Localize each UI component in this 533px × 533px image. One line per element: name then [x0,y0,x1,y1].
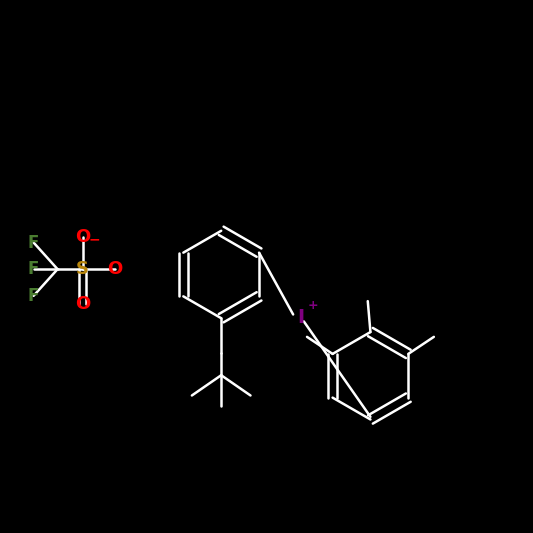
Text: O: O [75,295,90,313]
Text: F: F [28,233,39,252]
Text: F: F [28,260,39,278]
Text: F: F [28,287,39,305]
Text: O: O [75,228,90,246]
Text: +: + [308,299,318,312]
Text: S: S [76,260,89,278]
Text: −: − [88,233,100,247]
Text: I: I [297,308,305,327]
Text: O: O [107,260,122,278]
